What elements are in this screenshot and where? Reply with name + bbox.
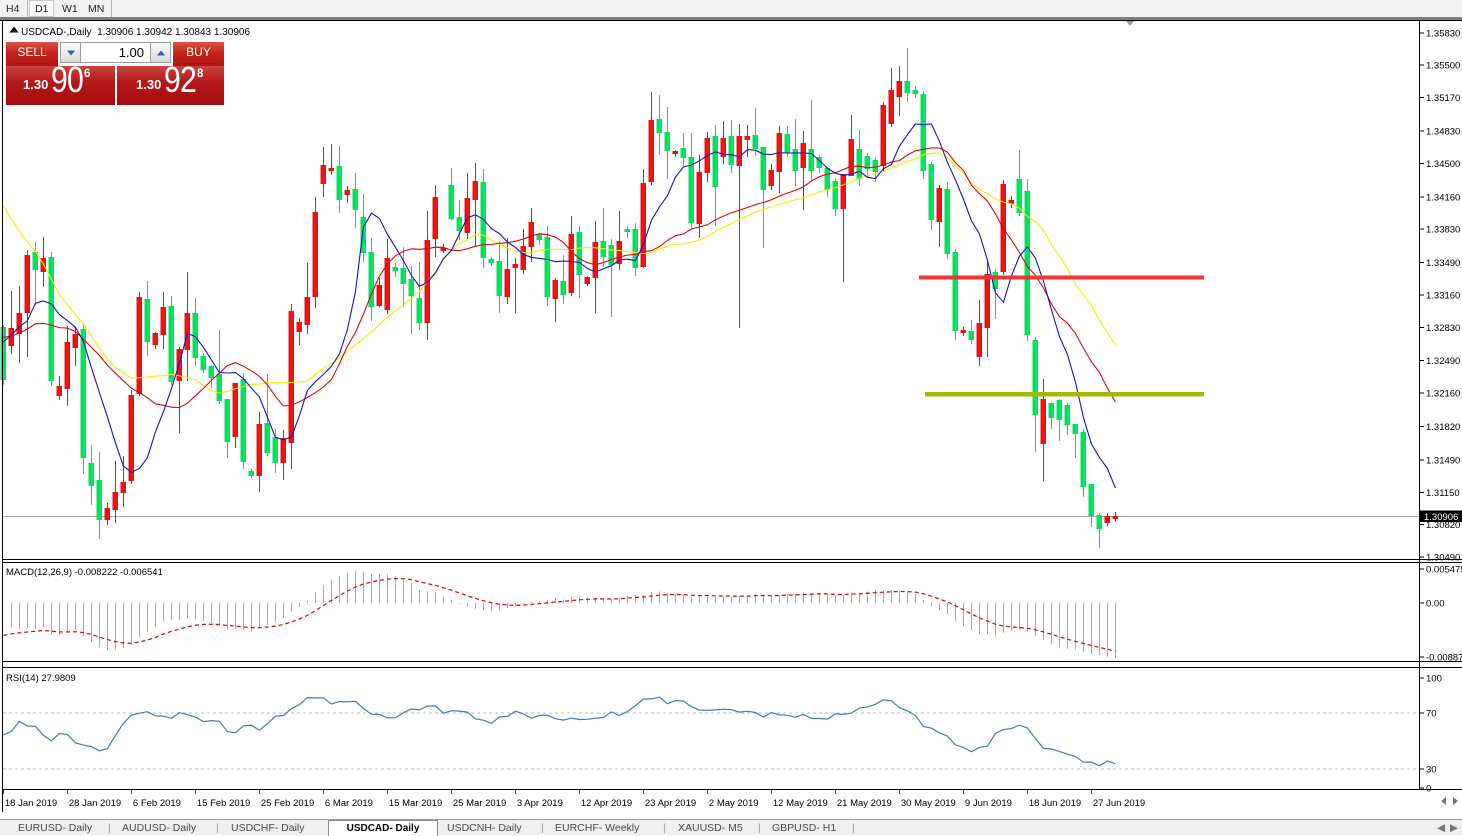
svg-text:30: 30: [1426, 765, 1437, 776]
svg-text:1.32160: 1.32160: [1426, 389, 1460, 400]
svg-text:2 May 2019: 2 May 2019: [709, 798, 759, 809]
svg-text:21 May 2019: 21 May 2019: [837, 798, 892, 809]
svg-text:1.33160: 1.33160: [1426, 291, 1460, 302]
svg-text:1.32490: 1.32490: [1426, 356, 1460, 367]
svg-text:1.30490: 1.30490: [1426, 553, 1460, 564]
svg-text:25 Mar 2019: 25 Mar 2019: [453, 798, 506, 809]
svg-text:3 Apr 2019: 3 Apr 2019: [517, 798, 563, 809]
svg-text:0: 0: [1426, 784, 1431, 795]
svg-text:100: 100: [1426, 674, 1442, 685]
svg-text:27 Jun 2019: 27 Jun 2019: [1093, 798, 1145, 809]
svg-text:1.30820: 1.30820: [1426, 520, 1460, 531]
svg-text:18 Jun 2019: 18 Jun 2019: [1029, 798, 1081, 809]
svg-text:1.33490: 1.33490: [1426, 258, 1460, 269]
svg-text:USDCAD-,Daily 1.30906 1.30942: USDCAD-,Daily 1.30906 1.30942 1.30843 1.…: [21, 27, 250, 38]
svg-text:30 May 2019: 30 May 2019: [901, 798, 956, 809]
svg-text:-0.008875: -0.008875: [1426, 653, 1462, 664]
svg-text:6 Feb 2019: 6 Feb 2019: [133, 798, 181, 809]
svg-text:70: 70: [1426, 709, 1437, 720]
svg-text:15 Mar 2019: 15 Mar 2019: [389, 798, 442, 809]
svg-text:6 Mar 2019: 6 Mar 2019: [325, 798, 373, 809]
svg-text:0.00: 0.00: [1426, 599, 1445, 610]
svg-text:MACD(12,26,9) -0.008222 -0.006: MACD(12,26,9) -0.008222 -0.006541: [6, 567, 163, 578]
svg-text:12 Apr 2019: 12 Apr 2019: [581, 798, 632, 809]
svg-text:1.34830: 1.34830: [1426, 127, 1460, 138]
svg-text:1.31820: 1.31820: [1426, 422, 1460, 433]
svg-text:1.35830: 1.35830: [1426, 28, 1460, 39]
svg-text:1.33830: 1.33830: [1426, 225, 1460, 236]
svg-text:1.35170: 1.35170: [1426, 93, 1460, 104]
svg-text:1.31150: 1.31150: [1426, 488, 1460, 499]
svg-text:15 Feb 2019: 15 Feb 2019: [197, 798, 250, 809]
svg-text:1.34160: 1.34160: [1426, 192, 1460, 203]
svg-text:0.005479: 0.005479: [1426, 565, 1462, 576]
svg-text:12 May 2019: 12 May 2019: [773, 798, 828, 809]
svg-text:1.34500: 1.34500: [1426, 159, 1460, 170]
svg-text:1.32830: 1.32830: [1426, 323, 1460, 334]
svg-text:25 Feb 2019: 25 Feb 2019: [261, 798, 314, 809]
svg-text:1.30906: 1.30906: [1424, 512, 1458, 523]
svg-text:1.31490: 1.31490: [1426, 455, 1460, 466]
svg-text:18 Jan 2019: 18 Jan 2019: [5, 798, 57, 809]
svg-text:23 Apr 2019: 23 Apr 2019: [645, 798, 696, 809]
svg-text:9 Jun 2019: 9 Jun 2019: [965, 798, 1012, 809]
svg-text:RSI(14) 27.9809: RSI(14) 27.9809: [6, 673, 76, 684]
svg-text:1.35500: 1.35500: [1426, 61, 1460, 72]
svg-text:28 Jan 2019: 28 Jan 2019: [69, 798, 121, 809]
